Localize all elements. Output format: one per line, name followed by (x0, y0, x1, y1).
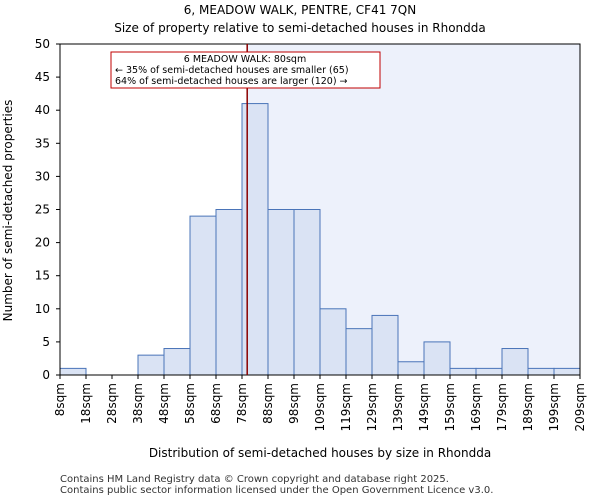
x-tick-label: 18sqm (79, 383, 93, 424)
x-axis-label: Distribution of semi-detached houses by … (149, 446, 491, 460)
chart-svg: 0 5 10 15 20 25 30 35 40 45 50 8sqm 18sqm 28sqm 38sqm… (1, 37, 587, 460)
x-tick-label: 58sqm (183, 383, 197, 424)
x-tick-label: 169sqm (469, 383, 483, 431)
x-tick-label: 209sqm (573, 383, 587, 431)
bar-119sqm (345, 328, 373, 376)
chart-title: 6, MEADOW WALK, PENTRE, CF41 7QN (183, 3, 417, 17)
y-tick-label: 40 (35, 103, 50, 117)
bar-98sqm (293, 209, 321, 376)
bar-149sqm (423, 341, 451, 376)
bar-169sqm (475, 367, 503, 376)
y-tick-label: 30 (35, 169, 50, 183)
x-tick-label: 149sqm (417, 383, 431, 431)
bar-78sqm (241, 103, 269, 376)
annotation-line-2: ← 35% of semi-detached houses are smalle… (115, 65, 349, 76)
bar-8sqm (59, 367, 87, 376)
bar-139sqm (397, 361, 425, 376)
x-tick-label: 28sqm (105, 383, 119, 424)
y-tick-label: 5 (42, 335, 50, 349)
bar-129sqm (371, 314, 399, 376)
annotation-box: 6 MEADOW WALK: 80sqm ← 35% of semi-detac… (110, 51, 381, 89)
bar-38sqm (137, 354, 165, 376)
x-tick-label: 189sqm (521, 383, 535, 431)
y-tick-label: 35 (35, 136, 50, 150)
bar-199sqm (553, 367, 581, 376)
y-tick-label: 20 (35, 236, 50, 250)
x-tick-label: 68sqm (209, 383, 223, 424)
footer-line-2: Contains public sector information licen… (60, 485, 494, 496)
x-tick-label: 199sqm (547, 383, 561, 431)
x-tick-label: 98sqm (287, 383, 301, 424)
bar-189sqm (527, 367, 555, 376)
y-tick-label: 15 (35, 269, 50, 283)
bar-68sqm (215, 209, 243, 376)
footer-line-1: Contains HM Land Registry data © Crown c… (60, 474, 449, 485)
x-tick-label: 119sqm (339, 383, 353, 431)
x-tick-label: 139sqm (391, 383, 405, 431)
annotation-line-3: 64% of semi-detached houses are larger (… (115, 76, 348, 87)
bar-159sqm (449, 367, 477, 376)
bar-179sqm (501, 348, 529, 376)
y-tick-label: 25 (35, 203, 50, 217)
chart-subtitle: Size of property relative to semi-detach… (114, 21, 486, 35)
x-tick-label: 88sqm (261, 383, 275, 424)
x-tick-label: 8sqm (53, 383, 67, 416)
annotation-border (110, 51, 381, 89)
y-tick-label: 10 (35, 302, 50, 316)
y-tick-label: 0 (42, 368, 50, 382)
x-tick-label: 159sqm (443, 383, 457, 431)
bar-58sqm (189, 215, 217, 376)
bar-88sqm (267, 209, 295, 376)
x-tick-label: 48sqm (157, 383, 171, 424)
annotation-line-1: 6 MEADOW WALK: 80sqm (184, 54, 306, 65)
bar-48sqm (163, 348, 191, 376)
y-tick-label: 50 (35, 37, 50, 51)
y-tick-label: 45 (35, 70, 50, 84)
x-tick-label: 179sqm (495, 383, 509, 431)
x-tick-label: 78sqm (235, 383, 249, 424)
x-tick-label: 109sqm (313, 383, 327, 431)
x-tick-label: 129sqm (365, 383, 379, 431)
bar-109sqm (319, 308, 347, 376)
y-axis-label: Number of semi-detached properties (1, 100, 15, 322)
x-tick-label: 38sqm (131, 383, 145, 424)
